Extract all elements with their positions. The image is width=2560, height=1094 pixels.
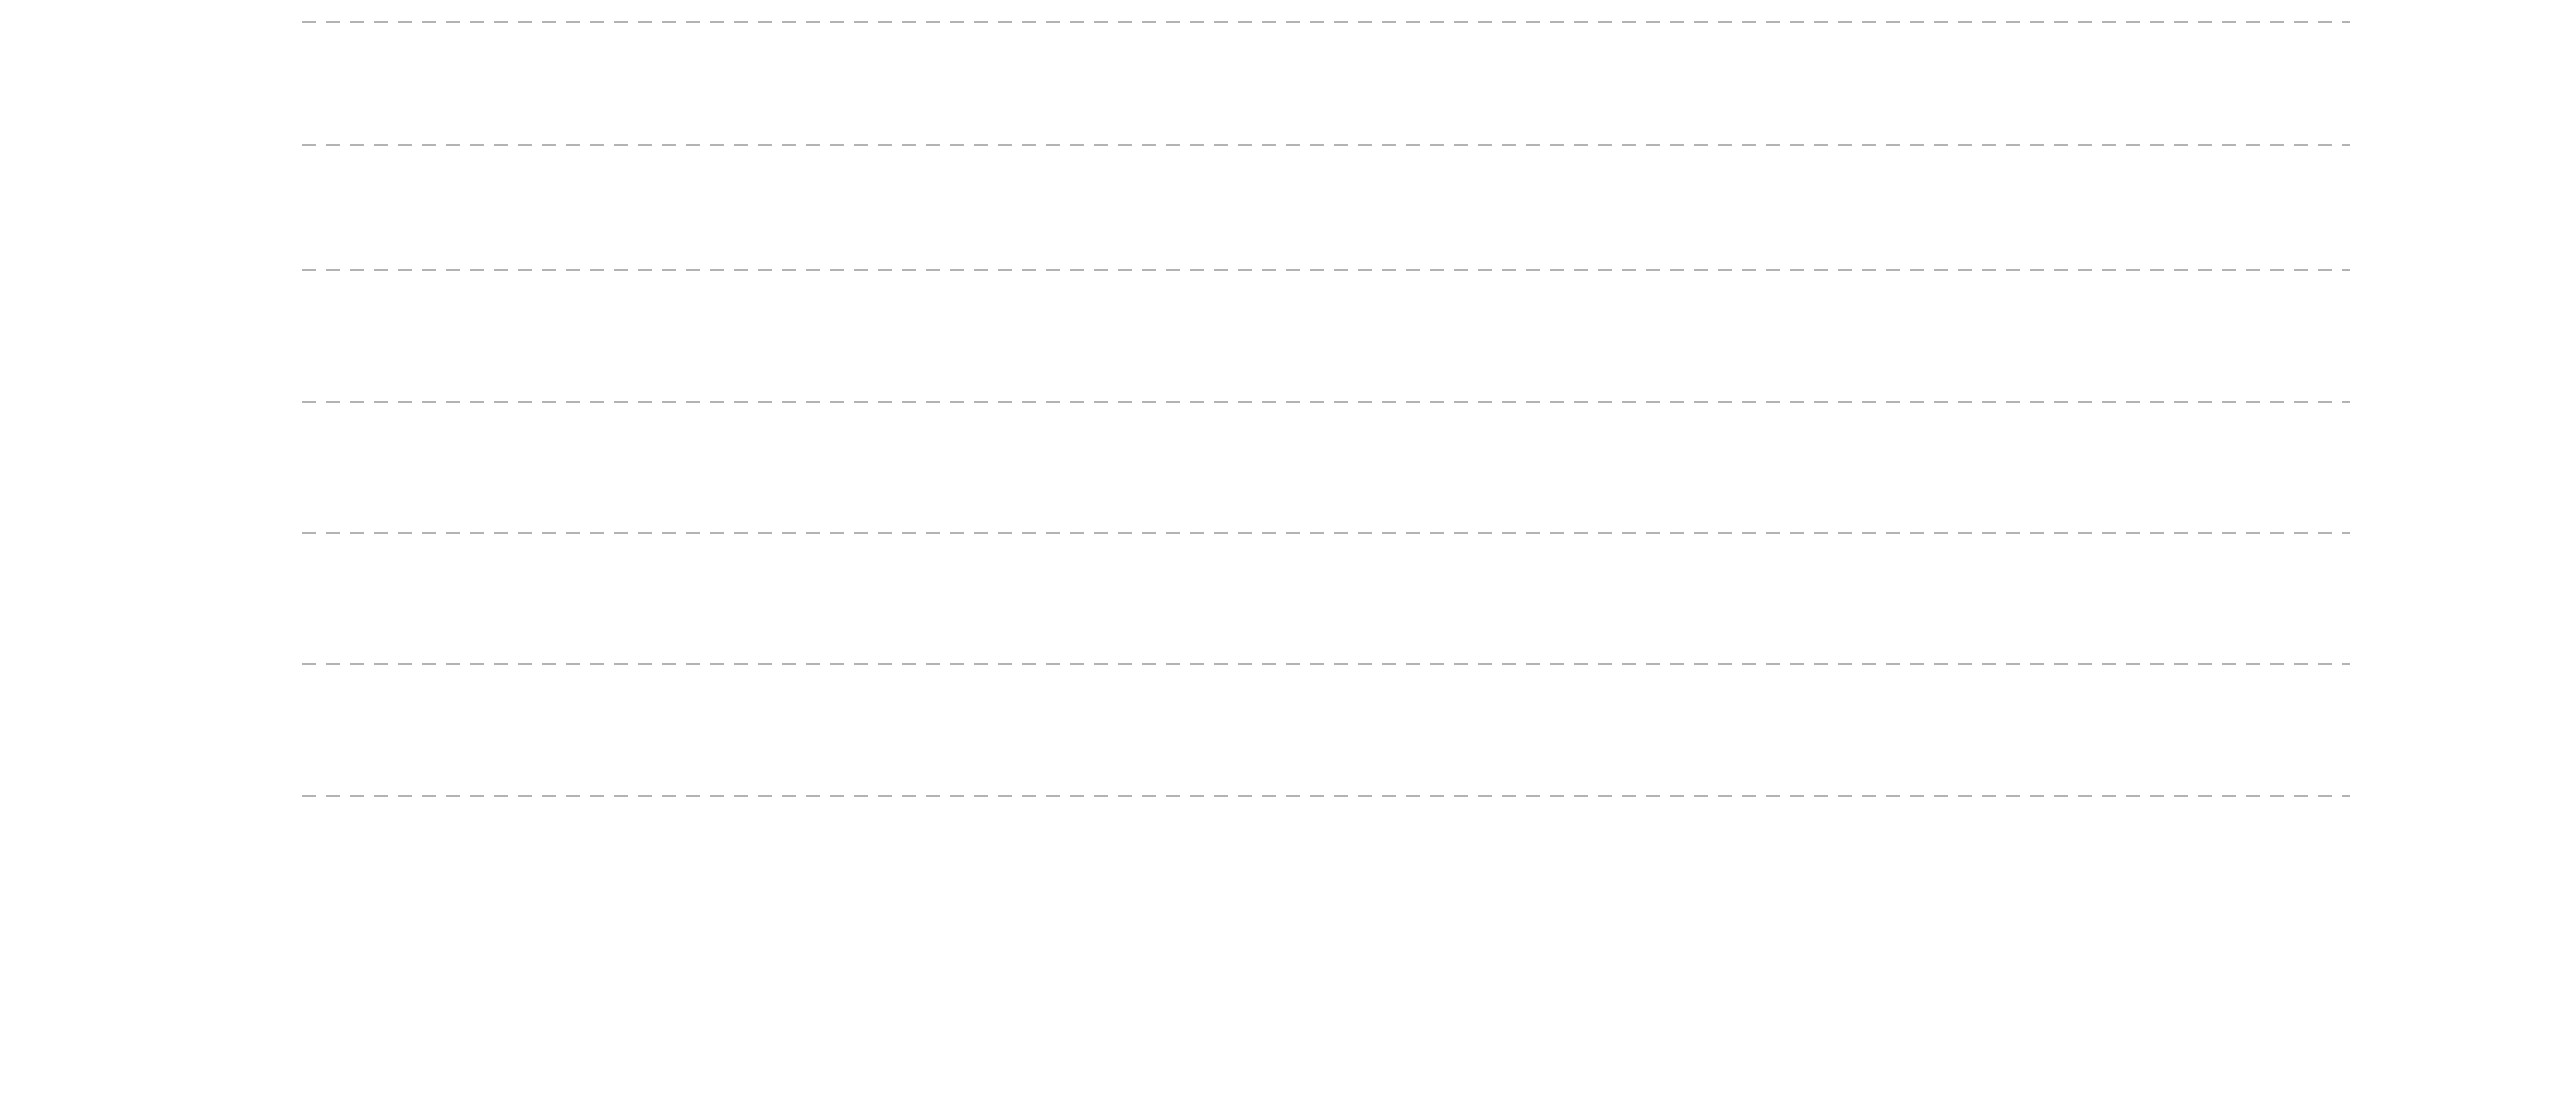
- horizontal-gridlines: [302, 21, 2350, 797]
